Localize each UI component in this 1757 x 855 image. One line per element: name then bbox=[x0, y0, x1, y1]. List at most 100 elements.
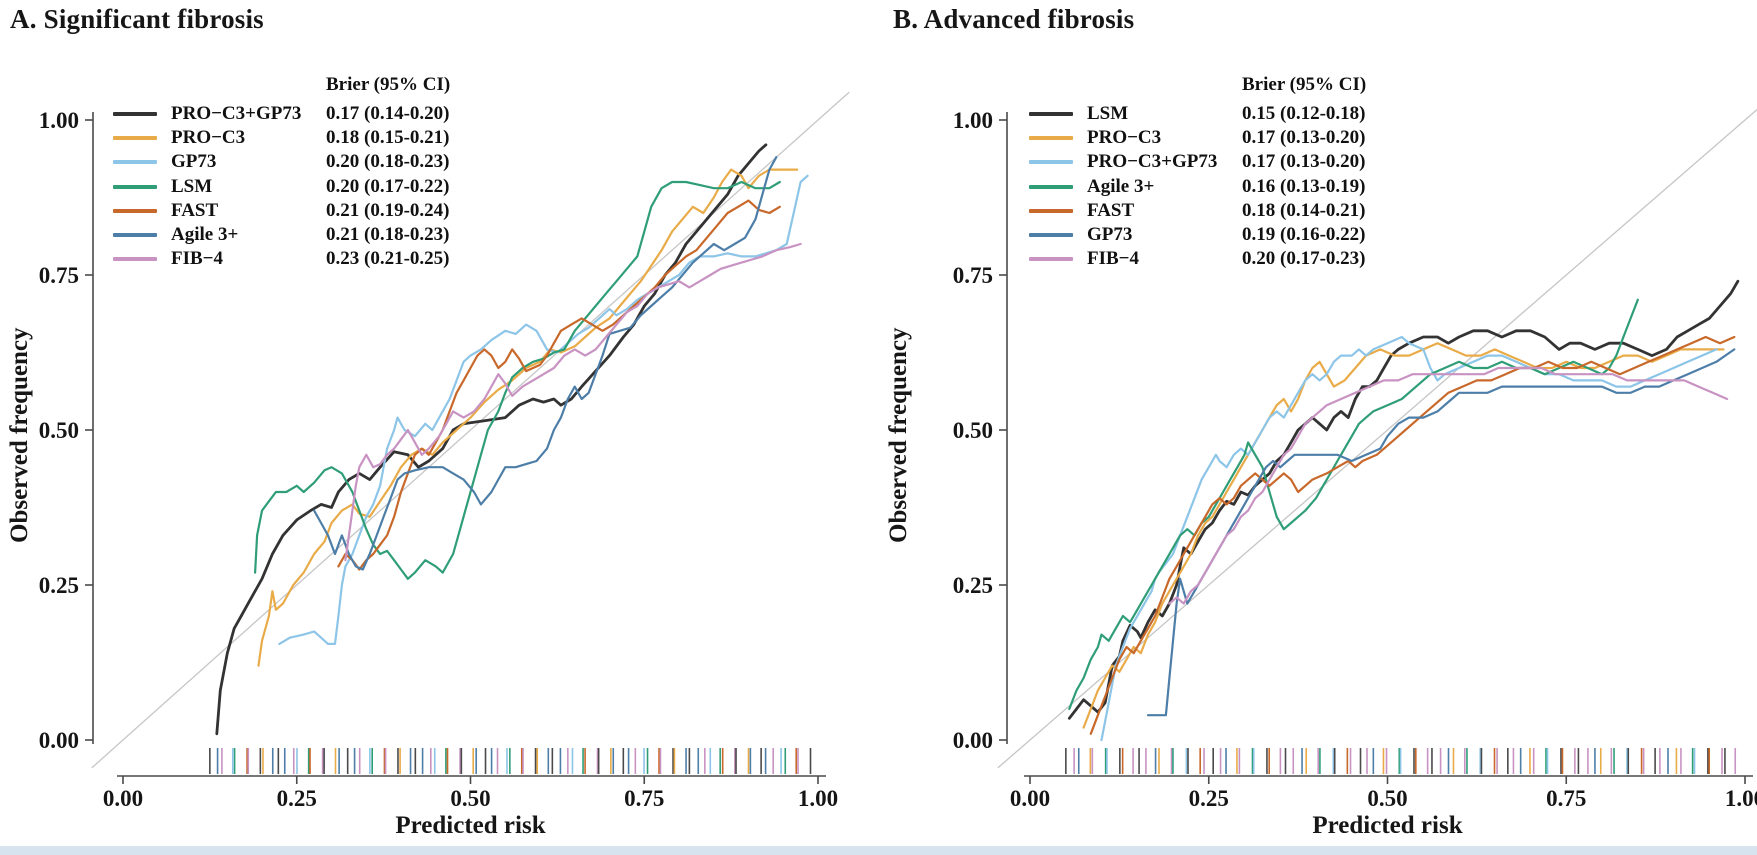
series-label: FIB−4 bbox=[1087, 248, 1139, 270]
series-color-swatch bbox=[1029, 135, 1073, 140]
x-tick-label: 1.00 bbox=[1725, 786, 1757, 811]
legend-header: Brier (95% CI) bbox=[326, 74, 451, 95]
series-color-swatch bbox=[113, 111, 157, 116]
series-label: LSM bbox=[1087, 102, 1129, 124]
series-brier-value: 0.23 (0.21-0.25) bbox=[326, 248, 450, 270]
legend-rows: PRO−C3+GP73 0.17 (0.14-0.20) PRO−C3 0.18 (0… bbox=[113, 102, 450, 272]
series-brier-value: 0.17 (0.14-0.20) bbox=[326, 102, 450, 124]
calibration-plot: 0.00 0.25 0.50 0.75 1.00 0.00 0.25 0.50 0.75 1.00 bbox=[953, 108, 1757, 811]
x-tick-label: 0.00 bbox=[1010, 786, 1050, 811]
series-brier-value: 0.16 (0.13-0.19) bbox=[1242, 175, 1366, 197]
legend-item: LSM 0.15 (0.12-0.18) bbox=[1029, 102, 1366, 126]
x-axis-title: Predicted risk bbox=[1312, 812, 1463, 839]
series-label: PRO−C3 bbox=[1087, 126, 1162, 148]
series-line bbox=[313, 156, 778, 571]
series-color-swatch bbox=[1029, 208, 1073, 213]
series-line bbox=[1089, 335, 1736, 735]
series-brier-value: 0.19 (0.16-0.22) bbox=[1242, 224, 1366, 246]
series-label: Agile 3+ bbox=[171, 224, 239, 246]
series-brier-value: 0.20 (0.17-0.23) bbox=[1242, 248, 1366, 270]
series-label: PRO−C3+GP73 bbox=[1087, 151, 1218, 173]
x-axis-title: Predicted risk bbox=[395, 812, 546, 839]
legend-item: GP73 0.19 (0.16-0.22) bbox=[1029, 223, 1366, 247]
x-tick-label: 0.50 bbox=[450, 786, 490, 811]
y-tick-label: 1.00 bbox=[39, 108, 79, 133]
y-tick-label: 0.50 bbox=[39, 418, 79, 443]
series-brier-value: 0.17 (0.13-0.20) bbox=[1242, 126, 1366, 148]
x-tick-label: 1.00 bbox=[798, 786, 838, 811]
series-label: PRO−C3 bbox=[171, 126, 246, 148]
legend: Brier (95% CI) PRO−C3+GP73 0.17 (0.14-0.2… bbox=[113, 73, 450, 272]
series-line bbox=[215, 143, 768, 736]
series-brier-value: 0.18 (0.15-0.21) bbox=[326, 126, 450, 148]
x-tick-label: 0.50 bbox=[1367, 786, 1407, 811]
series-color-swatch bbox=[1029, 184, 1073, 189]
series-label: PRO−C3+GP73 bbox=[171, 102, 302, 124]
series-color-swatch bbox=[113, 257, 157, 262]
legend-item: FIB−4 0.20 (0.17-0.23) bbox=[1029, 247, 1366, 271]
series-label: GP73 bbox=[171, 151, 217, 173]
legend: Brier (95% CI) LSM 0.15 (0.12-0.18) PRO−C3… bbox=[1029, 73, 1366, 272]
panel-significant-fibrosis: A. Significant fibrosis Observed frequen… bbox=[0, 0, 878, 855]
panel-title: B. Advanced fibrosis bbox=[893, 4, 1135, 34]
series-line bbox=[1068, 298, 1639, 711]
legend-item: PRO−C3+GP73 0.17 (0.14-0.20) bbox=[113, 102, 450, 126]
y-tick-label: 0.50 bbox=[953, 418, 993, 443]
legend-header: Brier (95% CI) bbox=[1242, 74, 1367, 95]
x-tick-label: 0.75 bbox=[1546, 786, 1586, 811]
series-label: GP73 bbox=[1087, 224, 1133, 246]
y-tick-label: 0.00 bbox=[39, 728, 79, 753]
series-color-swatch bbox=[1029, 233, 1073, 238]
legend-rows: LSM 0.15 (0.12-0.18) PRO−C3 0.17 (0.13-0.20… bbox=[1029, 102, 1366, 272]
legend-item: FAST 0.18 (0.14-0.21) bbox=[1029, 199, 1366, 223]
series-line bbox=[344, 242, 802, 562]
series-label: FAST bbox=[1087, 199, 1135, 221]
series-line bbox=[254, 180, 781, 580]
y-tick-label: 0.75 bbox=[39, 263, 79, 288]
panel-advanced-fibrosis: B. Advanced fibrosis Observed frequency … bbox=[879, 0, 1757, 855]
series-label: FIB−4 bbox=[171, 248, 223, 270]
legend-item: FIB−4 0.23 (0.21-0.25) bbox=[113, 247, 450, 271]
series-brier-value: 0.15 (0.12-0.18) bbox=[1242, 102, 1366, 124]
x-tick-label: 0.25 bbox=[277, 786, 317, 811]
series-brier-value: 0.17 (0.13-0.20) bbox=[1242, 151, 1366, 173]
y-tick-label: 0.75 bbox=[953, 263, 993, 288]
legend-item: PRO−C3+GP73 0.17 (0.13-0.20) bbox=[1029, 150, 1366, 174]
diagonal-reference-line bbox=[91, 91, 850, 769]
series-brier-value: 0.20 (0.18-0.23) bbox=[326, 151, 450, 173]
series-color-swatch bbox=[1029, 160, 1073, 165]
y-tick-label: 0.00 bbox=[953, 728, 993, 753]
x-tick-label: 0.00 bbox=[103, 786, 143, 811]
legend-item: PRO−C3 0.17 (0.13-0.20) bbox=[1029, 126, 1366, 150]
series-color-swatch bbox=[1029, 257, 1073, 262]
legend-item: GP73 0.20 (0.18-0.23) bbox=[113, 150, 450, 174]
calibration-plot: 0.00 0.25 0.50 0.75 1.00 0.00 0.25 0.50 0.75 1.00 bbox=[39, 91, 850, 811]
panel-title: A. Significant fibrosis bbox=[10, 4, 264, 34]
y-tick-label: 1.00 bbox=[953, 108, 993, 133]
y-tick-label: 0.25 bbox=[39, 573, 79, 598]
x-tick-label: 0.75 bbox=[624, 786, 664, 811]
y-tick-label: 0.25 bbox=[953, 573, 993, 598]
series-color-swatch bbox=[113, 233, 157, 238]
series-color-swatch bbox=[1029, 111, 1073, 116]
series-color-swatch bbox=[113, 135, 157, 140]
bottom-strip bbox=[0, 846, 1757, 855]
series-line bbox=[337, 199, 781, 571]
series-line bbox=[1082, 342, 1725, 729]
legend-item: Agile 3+ 0.21 (0.18-0.23) bbox=[113, 223, 450, 247]
series-brier-value: 0.21 (0.19-0.24) bbox=[326, 199, 450, 221]
series-line bbox=[1146, 348, 1736, 717]
series-label: Agile 3+ bbox=[1087, 175, 1155, 197]
x-tick-label: 0.25 bbox=[1189, 786, 1229, 811]
series-line bbox=[1168, 366, 1729, 605]
series-label: LSM bbox=[171, 175, 213, 197]
series-line bbox=[257, 168, 799, 667]
series-label: FAST bbox=[171, 199, 219, 221]
legend-item: LSM 0.20 (0.17-0.22) bbox=[113, 174, 450, 198]
series-color-swatch bbox=[113, 160, 157, 165]
series-color-swatch bbox=[113, 208, 157, 213]
legend-item: PRO−C3 0.18 (0.15-0.21) bbox=[113, 126, 450, 150]
series-brier-value: 0.18 (0.14-0.21) bbox=[1242, 199, 1366, 221]
series-brier-value: 0.21 (0.18-0.23) bbox=[326, 224, 450, 246]
